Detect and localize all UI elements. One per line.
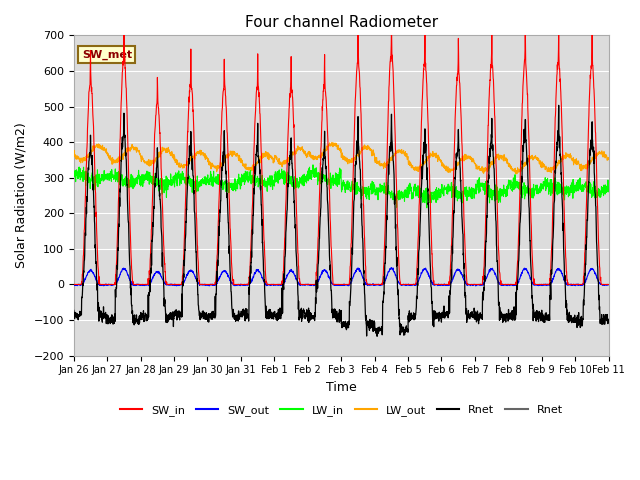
Text: SW_met: SW_met xyxy=(82,50,132,60)
X-axis label: Time: Time xyxy=(326,381,356,394)
Legend: SW_in, SW_out, LW_in, LW_out, Rnet, Rnet: SW_in, SW_out, LW_in, LW_out, Rnet, Rnet xyxy=(115,401,567,420)
Y-axis label: Solar Radiation (W/m2): Solar Radiation (W/m2) xyxy=(15,122,28,268)
Title: Four channel Radiometer: Four channel Radiometer xyxy=(244,15,438,30)
